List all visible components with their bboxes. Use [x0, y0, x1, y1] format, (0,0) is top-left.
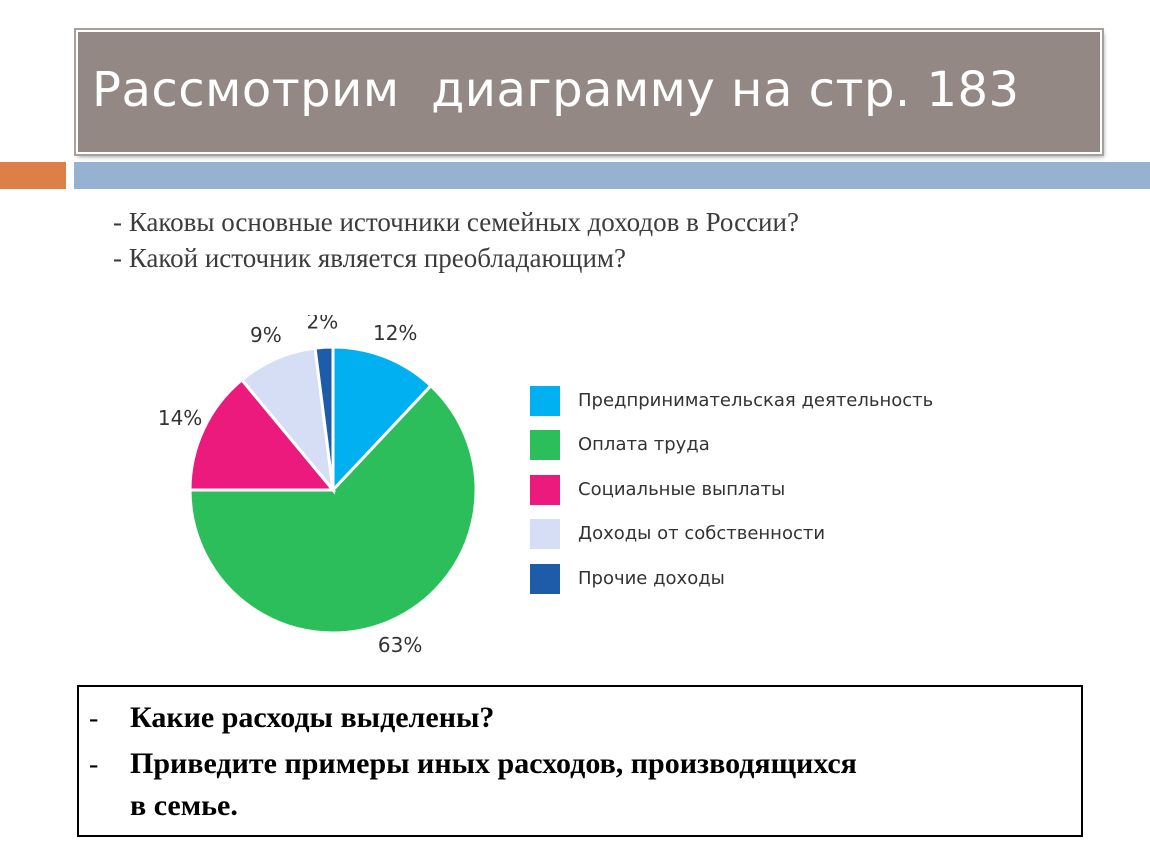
- slice-other-income: [313, 345, 335, 491]
- question-2: - Какой источник является преобладающим?: [113, 243, 626, 273]
- legend-label: Доходы от собственности: [578, 523, 826, 544]
- accent-bar-orange: [0, 162, 66, 189]
- slice-value-label: 63%: [378, 633, 422, 657]
- bottom-question-1: Какие расходы выделены?: [130, 701, 495, 734]
- bottom-question-2-line-2: в семье.: [130, 789, 238, 822]
- slice-wages: [188, 383, 478, 635]
- title-banner: Рассмотрим диаграмму на стр. 183: [76, 30, 1102, 154]
- legend-label: Прочие доходы: [578, 568, 725, 589]
- slice-entrepreneurship: [331, 345, 434, 494]
- bottom-questions-box: - Какие расходы выделены? - Приведите пр…: [77, 685, 1083, 837]
- bullet-dash: -: [89, 749, 99, 780]
- legend-label: Предпринимательская деятельность: [578, 390, 934, 411]
- legend-swatch: [530, 475, 560, 505]
- slice-value-label: 2%: [307, 315, 339, 333]
- slice-value-label: 14%: [158, 406, 202, 430]
- legend-label: Оплата труда: [578, 434, 710, 455]
- slice-value-label: 12%: [373, 321, 417, 345]
- slice-social-payments: [188, 377, 337, 492]
- legend-swatch: [530, 564, 560, 594]
- bottom-question-2-line-1: Приведите примеры иных расходов, произво…: [130, 747, 857, 780]
- accent-bar-blue: [74, 162, 1150, 189]
- legend-swatch: [530, 430, 560, 460]
- legend-swatch: [530, 519, 560, 549]
- question-1: - Каковы основные источники семейных дох…: [113, 207, 799, 237]
- legend-swatch: [530, 386, 560, 416]
- bullet-dash: -: [89, 703, 99, 734]
- slice-property-income: [239, 346, 336, 495]
- legend-label: Социальные выплаты: [578, 479, 786, 500]
- slice-value-label: 9%: [250, 323, 282, 347]
- pie-chart: 12% 63% 14% 9% 2%: [158, 315, 478, 657]
- slide-title: Рассмотрим диаграмму на стр. 183: [92, 62, 1020, 118]
